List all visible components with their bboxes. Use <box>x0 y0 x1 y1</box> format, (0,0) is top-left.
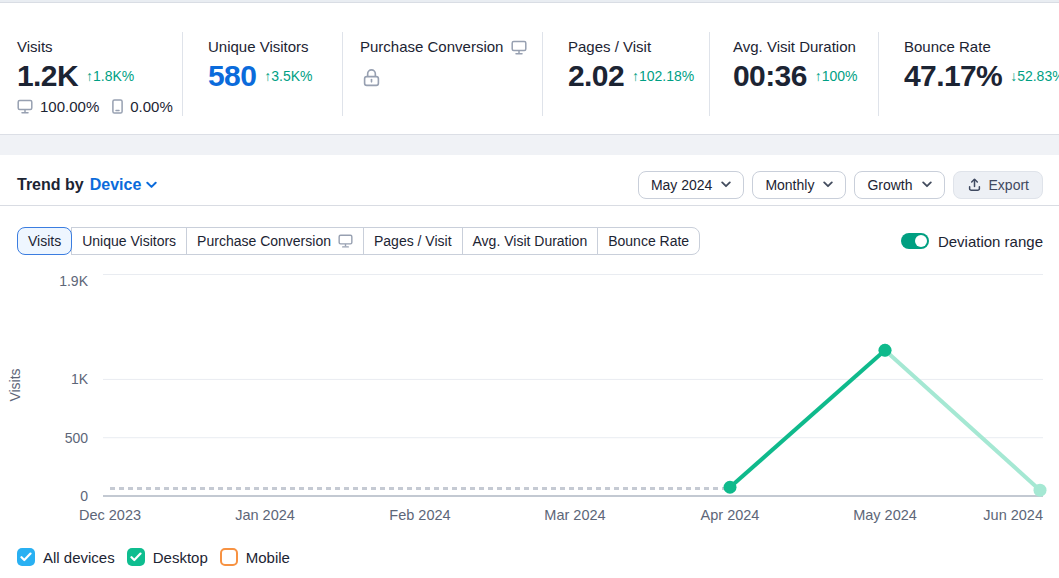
stat-visits-change: ↑1.8K% <box>86 68 134 84</box>
y-axis-title: Visits <box>7 368 23 401</box>
stat-avg-visit-duration-label: Avg. Visit Duration <box>733 37 879 57</box>
metric-tabs: Visits Unique Visitors Purchase Conversi… <box>17 227 700 255</box>
upload-icon <box>967 177 982 192</box>
chevron-down-icon <box>146 181 157 189</box>
period-dropdown[interactable]: May 2024 <box>638 171 744 199</box>
legend-desktop[interactable]: Desktop <box>127 548 208 566</box>
tab-unique-visitors[interactable]: Unique Visitors <box>71 227 187 255</box>
stat-bounce-rate-change: ↓52.83% <box>1010 68 1059 84</box>
x-tick-label: Jun 2024 <box>983 507 1043 523</box>
check-icon <box>20 552 32 562</box>
legend-desktop-label: Desktop <box>153 549 208 566</box>
tab-pages-per-visit[interactable]: Pages / Visit <box>363 227 463 255</box>
y-tick-label: 500 <box>65 430 89 446</box>
stat-avg-visit-duration-value: 00:36 <box>733 59 807 93</box>
section-divider-band <box>0 135 1059 155</box>
x-tick-label: Apr 2024 <box>701 507 760 523</box>
point-visits-estimated[interactable] <box>1034 484 1047 497</box>
deviation-range-control: Deviation range <box>901 233 1043 250</box>
tab-purchase-conversion[interactable]: Purchase Conversion <box>186 227 364 255</box>
device-share-row: 100.00% 0.00% <box>17 98 183 115</box>
stat-visits-value: 1.2K <box>17 59 78 93</box>
device-selector[interactable]: Device <box>90 176 158 194</box>
check-icon <box>130 552 142 562</box>
chevron-down-icon <box>823 181 833 188</box>
stat-pages-per-visit-change: ↑102.18% <box>632 68 694 84</box>
lock-icon <box>360 66 543 94</box>
mobile-icon <box>112 99 123 114</box>
chevron-down-icon <box>721 181 731 188</box>
y-tick-label: 0 <box>80 488 88 504</box>
tab-bounce-rate[interactable]: Bounce Rate <box>597 227 700 255</box>
desktop-icon <box>338 234 353 248</box>
legend-all-devices[interactable]: All devices <box>17 548 115 566</box>
device-legend: All devices Desktop Mobile <box>17 548 1059 566</box>
deviation-range-toggle[interactable] <box>901 233 929 249</box>
stat-pages-per-visit-value: 2.02 <box>568 59 624 93</box>
checkbox-desktop[interactable] <box>127 548 145 566</box>
x-tick-label: Mar 2024 <box>544 507 605 523</box>
visits-trend-chart: Visits 1.9K 1K 500 0 Dec 2023 Jan 2024 Feb 202… <box>0 264 1059 534</box>
legend-mobile[interactable]: Mobile <box>220 548 290 566</box>
x-tick-label: May 2024 <box>853 507 917 523</box>
deviation-range-label: Deviation range <box>938 233 1043 250</box>
desktop-share-value: 100.00% <box>40 98 99 115</box>
stat-unique-visitors-change: ↑3.5K% <box>264 68 312 84</box>
stat-purchase-conversion-label: Purchase Conversion <box>360 37 503 57</box>
stat-unique-visitors-label: Unique Visitors <box>208 37 343 57</box>
summary-metrics-row: Visits 1.2K ↑1.8K% 100.00% 0.00% Unique … <box>0 3 1059 135</box>
export-button[interactable]: Export <box>953 171 1043 199</box>
x-tick-label: Feb 2024 <box>389 507 450 523</box>
stat-purchase-conversion: Purchase Conversion <box>343 3 543 134</box>
stat-avg-visit-duration: Avg. Visit Duration 00:36 ↑100% <box>710 3 879 134</box>
tab-avg-visit-duration[interactable]: Avg. Visit Duration <box>462 227 599 255</box>
y-tick-label: 1.9K <box>59 273 88 289</box>
stat-avg-visit-duration-change: ↑100% <box>815 68 858 84</box>
x-tick-label: Dec 2023 <box>79 507 141 523</box>
stat-bounce-rate-label: Bounce Rate <box>904 37 1059 57</box>
legend-mobile-label: Mobile <box>246 549 290 566</box>
checkbox-mobile[interactable] <box>220 548 238 566</box>
trend-title-prefix: Trend by <box>17 176 84 194</box>
trend-title: Trend by Device <box>17 176 157 194</box>
mode-dropdown[interactable]: Growth <box>854 171 944 199</box>
stat-unique-visitors: Unique Visitors 580 ↑3.5K% <box>183 3 343 134</box>
trend-controls: May 2024 Monthly Growth Export <box>638 171 1043 199</box>
metric-tabs-row: Visits Unique Visitors Purchase Conversi… <box>0 227 1059 255</box>
toggle-knob <box>915 235 927 247</box>
stat-visits-label: Visits <box>17 37 183 57</box>
stat-bounce-rate-value: 47.17% <box>904 59 1002 93</box>
legend-all-devices-label: All devices <box>43 549 115 566</box>
stat-pages-per-visit-label: Pages / Visit <box>568 37 710 57</box>
granularity-dropdown[interactable]: Monthly <box>752 171 846 199</box>
y-tick-label: 1K <box>71 371 89 387</box>
checkbox-all-devices[interactable] <box>17 548 35 566</box>
tab-visits[interactable]: Visits <box>17 227 72 255</box>
point-visits-actual[interactable] <box>724 481 737 494</box>
stat-visits: Visits 1.2K ↑1.8K% 100.00% 0.00% <box>0 3 183 134</box>
point-visits-actual[interactable] <box>879 344 892 357</box>
series-visits-estimated <box>885 350 1040 490</box>
stat-unique-visitors-value[interactable]: 580 <box>208 59 256 93</box>
stat-bounce-rate: Bounce Rate 47.17% ↓52.83% <box>879 3 1059 134</box>
series-visits-actual <box>730 350 885 487</box>
mobile-share-value: 0.00% <box>130 98 173 115</box>
x-tick-label: Jan 2024 <box>235 507 295 523</box>
stat-pages-per-visit: Pages / Visit 2.02 ↑102.18% <box>543 3 710 134</box>
desktop-icon <box>511 40 527 55</box>
trend-header: Trend by Device May 2024 Monthly Growth … <box>0 155 1059 206</box>
chevron-down-icon <box>922 181 932 188</box>
desktop-icon <box>17 99 33 114</box>
